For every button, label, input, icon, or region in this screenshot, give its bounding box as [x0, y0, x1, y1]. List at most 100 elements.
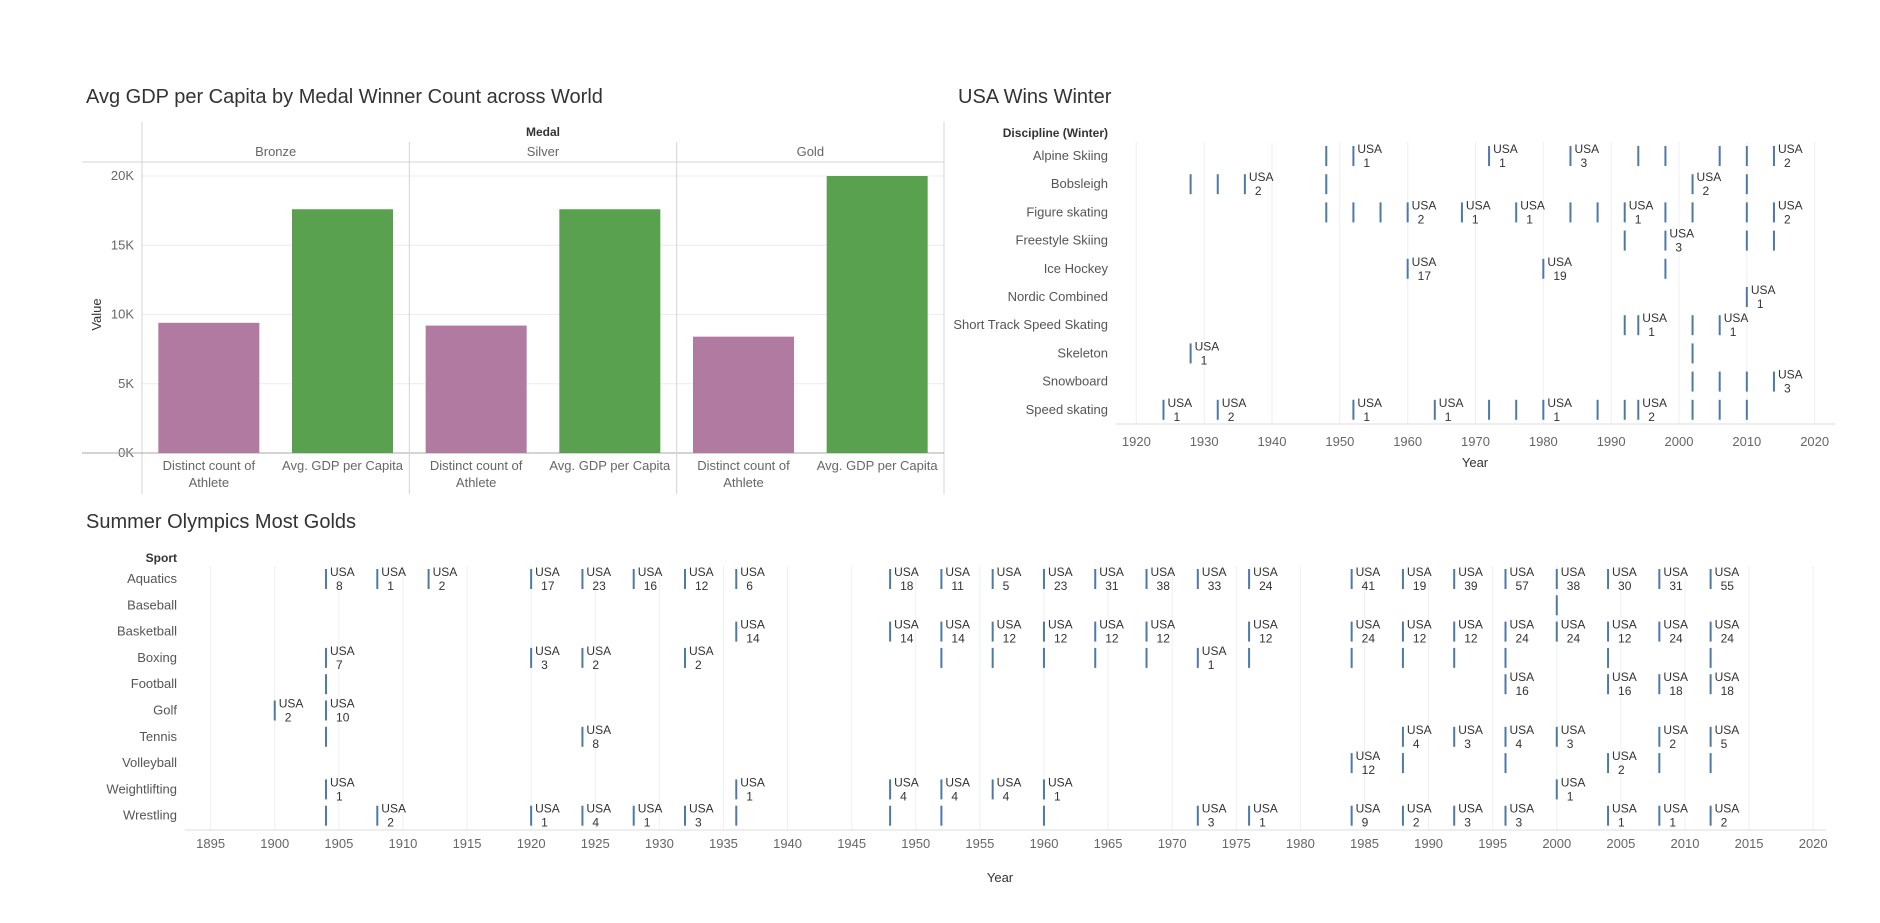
summer-mark-label-value: 38 [1157, 579, 1171, 593]
winter-mark-label-value: 1 [1445, 410, 1452, 424]
winter-mark-label-country: USA [1724, 311, 1749, 325]
winter-row-label: Nordic Combined [1008, 289, 1108, 304]
summer-mark-label-country: USA [535, 644, 560, 658]
summer-x-tick-label: 1950 [901, 836, 930, 851]
winter-row-label: Speed skating [1026, 402, 1108, 417]
summer-mark-label-country: USA [1612, 565, 1637, 579]
summer-mark-label-country: USA [1202, 644, 1227, 658]
winter-x-tick-label: 1950 [1325, 434, 1354, 449]
summer-row-label: Baseball [127, 597, 177, 612]
summer-mark-label-country: USA [381, 802, 406, 816]
bar-x-tick-label-line2: Athlete [456, 475, 496, 490]
winter-mark-label-country: USA [1574, 142, 1599, 156]
summer-mark-label-country: USA [1663, 618, 1688, 632]
winter-chart-title: USA Wins Winter [958, 86, 1112, 108]
winter-mark-label-value: 1 [1635, 212, 1642, 226]
summer-mark-label-value: 16 [1515, 684, 1529, 698]
winter-mark-label-value: 1 [1499, 156, 1506, 170]
summer-mark-label-value: 16 [644, 579, 658, 593]
summer-mark-label-value: 1 [1208, 658, 1215, 672]
summer-mark-label-value: 1 [1567, 789, 1574, 803]
summer-mark-label-country: USA [330, 565, 355, 579]
summer-x-tick-label: 1940 [773, 836, 802, 851]
winter-mark-label-value: 1 [1472, 212, 1479, 226]
winter-row-label: Skeleton [1057, 345, 1108, 360]
winter-mark-label-country: USA [1357, 142, 1382, 156]
summer-row-label: Tennis [139, 729, 177, 744]
summer-mark-label-value: 8 [592, 737, 599, 751]
winter-mark-label-value: 3 [1675, 241, 1682, 255]
summer-mark-label-country: USA [1202, 802, 1227, 816]
summer-mark-label-country: USA [433, 565, 458, 579]
winter-mark-label-value: 1 [1648, 325, 1655, 339]
summer-x-tick-label: 1905 [324, 836, 353, 851]
summer-mark-label-country: USA [1509, 670, 1534, 684]
summer-mark-label-value: 1 [1669, 816, 1676, 830]
summer-mark-label-country: USA [1509, 565, 1534, 579]
summer-x-tick-label: 2005 [1606, 836, 1635, 851]
summer-mark-label-country: USA [535, 565, 560, 579]
winter-row-label: Bobsleigh [1051, 176, 1108, 191]
summer-mark-label-country: USA [1509, 802, 1534, 816]
summer-mark-label-value: 39 [1464, 579, 1478, 593]
bar-x-tick-label: Avg. GDP per Capita [817, 458, 939, 473]
summer-mark-label-country: USA [1612, 749, 1637, 763]
summer-mark-label-value: 4 [1413, 737, 1420, 751]
winter-x-tick-label: 1960 [1393, 434, 1422, 449]
summer-mark-label-value: 14 [951, 632, 965, 646]
summer-row-header: Sport [146, 551, 177, 565]
summer-mark-label-value: 24 [1721, 632, 1735, 646]
summer-mark-label-value: 19 [1413, 579, 1427, 593]
summer-mark-label-value: 1 [644, 816, 651, 830]
bar-y-tick-label: 10K [111, 307, 134, 322]
winter-mark-label-value: 1 [1201, 353, 1208, 367]
summer-mark-label-country: USA [740, 565, 765, 579]
summer-mark-label-country: USA [1407, 723, 1432, 737]
summer-mark-label-country: USA [1612, 670, 1637, 684]
winter-mark-label-value: 1 [1553, 410, 1560, 424]
summer-mark-label-value: 3 [695, 816, 702, 830]
summer-mark-label-value: 23 [592, 579, 606, 593]
bar-y-tick-label: 20K [111, 168, 134, 183]
summer-mark-label-value: 1 [1618, 816, 1625, 830]
summer-mark-label-country: USA [1561, 565, 1586, 579]
summer-mark-label-country: USA [1663, 802, 1688, 816]
summer-mark-label-country: USA [1715, 802, 1740, 816]
winter-x-tick-label: 1970 [1461, 434, 1490, 449]
summer-mark-label-value: 16 [1618, 684, 1632, 698]
bar-y-axis-title: Value [89, 298, 104, 330]
summer-mark-label-value: 2 [695, 658, 702, 672]
bar-silver-avg-gdp [559, 209, 661, 453]
summer-mark-label-country: USA [1663, 723, 1688, 737]
summer-mark-label-value: 33 [1208, 579, 1222, 593]
winter-mark-label-country: USA [1520, 198, 1545, 212]
summer-mark-label-value: 11 [951, 579, 964, 593]
bar-x-tick-label: Avg. GDP per Capita [549, 458, 671, 473]
summer-mark-label-value: 12 [1054, 632, 1068, 646]
winter-x-tick-label: 2010 [1732, 434, 1761, 449]
summer-mark-label-country: USA [689, 565, 714, 579]
winter-mark-label-value: 1 [1363, 410, 1370, 424]
winter-mark-label-country: USA [1466, 198, 1491, 212]
bar-bronze-athlete-count [158, 322, 260, 453]
bar-bronze-avg-gdp [292, 209, 393, 453]
bar-x-tick-label-line2: Athlete [723, 475, 763, 490]
winter-mark-label-country: USA [1195, 339, 1220, 353]
summer-mark-label-country: USA [330, 697, 355, 711]
summer-mark-label-country: USA [586, 802, 611, 816]
winter-mark-label-country: USA [1669, 227, 1694, 241]
summer-mark-label-value: 4 [592, 816, 599, 830]
summer-mark-label-value: 55 [1721, 579, 1735, 593]
winter-mark-label-country: USA [1357, 396, 1382, 410]
summer-mark-label-value: 2 [387, 816, 394, 830]
summer-mark-label-country: USA [1663, 565, 1688, 579]
summer-mark-label-value: 38 [1567, 579, 1581, 593]
winter-mark-label-value: 2 [1418, 212, 1425, 226]
summer-mark-label-value: 12 [1105, 632, 1119, 646]
summer-mark-label-value: 2 [1413, 816, 1420, 830]
summer-x-tick-label: 1955 [965, 836, 994, 851]
summer-mark-label-value: 3 [541, 658, 548, 672]
summer-mark-label-value: 23 [1054, 579, 1068, 593]
summer-x-tick-label: 1925 [581, 836, 610, 851]
